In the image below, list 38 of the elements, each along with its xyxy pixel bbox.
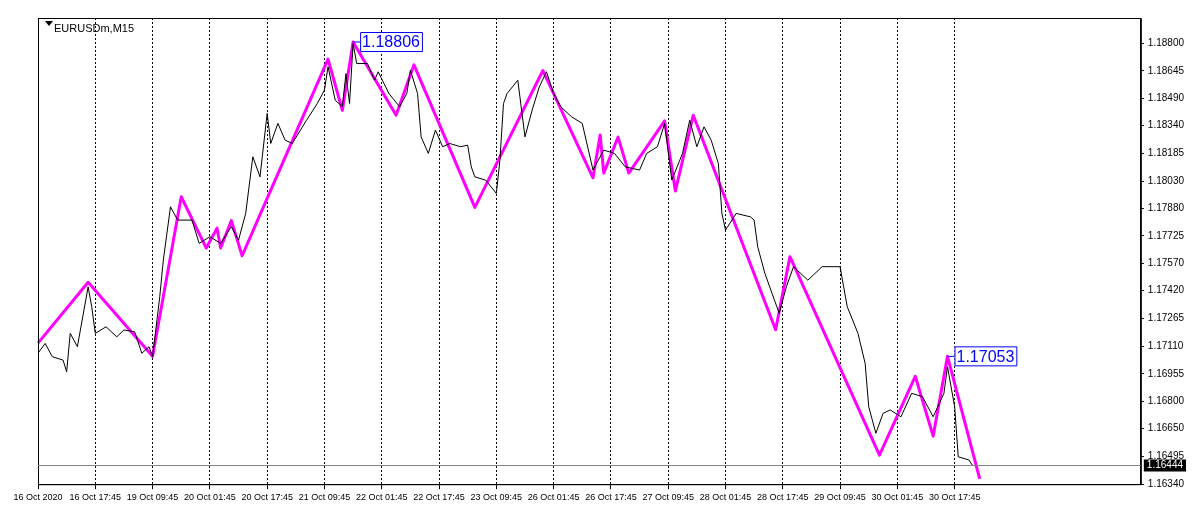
x-tick-label: 16 Oct 17:45 [69,492,122,503]
x-tick-label: 30 Oct 01:45 [871,492,924,503]
x-tick-label: 28 Oct 01:45 [699,492,752,503]
x-tick-label: 27 Oct 09:45 [642,492,694,503]
x-tick-label: 29 Oct 09:45 [814,492,866,503]
x-tick-label: 20 Oct 01:45 [184,492,236,503]
x-tick-label: 19 Oct 09:45 [126,492,179,503]
y-tick-label: 1.16495 [1147,450,1185,462]
y-tick-label: 1.17110 [1147,339,1184,351]
x-tick-label: 23 Oct 09:45 [470,492,523,503]
x-tick-label: 26 Oct 17:45 [585,492,637,503]
y-tick-label: 1.17265 [1147,312,1185,324]
y-tick-label: 1.18030 [1147,174,1185,186]
annotation: 1.18806 [362,33,421,51]
ref-line-label: 1.16444 [1146,459,1184,471]
y-tick-label: 1.18800 [1147,36,1185,48]
x-tick-label: 26 Oct 01:45 [527,492,580,503]
x-tick-label: 22 Oct 01:45 [355,492,408,503]
y-tick-label: 1.18185 [1147,147,1185,159]
y-tick-label: 1.18645 [1147,64,1185,76]
y-tick-label: 1.17570 [1147,257,1185,269]
x-tick-label: 28 Oct 17:45 [757,492,809,503]
x-tick-label: 16 Oct 2020 [13,492,63,503]
y-tick-label: 1.16800 [1147,395,1185,407]
y-tick-label: 1.16955 [1147,367,1185,379]
annotation: 1.17053 [956,347,1015,365]
chart-title: EURUSDm,M15 [54,22,135,35]
y-tick-label: 1.16340 [1147,477,1185,489]
y-tick-label: 1.16650 [1147,422,1185,434]
x-tick-label: 20 Oct 17:45 [241,492,293,503]
x-tick-label: 22 Oct 17:45 [413,492,465,503]
y-tick-label: 1.17420 [1147,284,1185,296]
y-tick-label: 1.18340 [1147,119,1185,131]
x-tick-label: 21 Oct 09:45 [298,492,351,503]
y-tick-label: 1.17725 [1147,229,1185,241]
y-tick-label: 1.17880 [1147,201,1185,213]
y-tick-label: 1.18490 [1147,92,1185,104]
x-tick-label: 30 Oct 17:45 [928,492,981,503]
